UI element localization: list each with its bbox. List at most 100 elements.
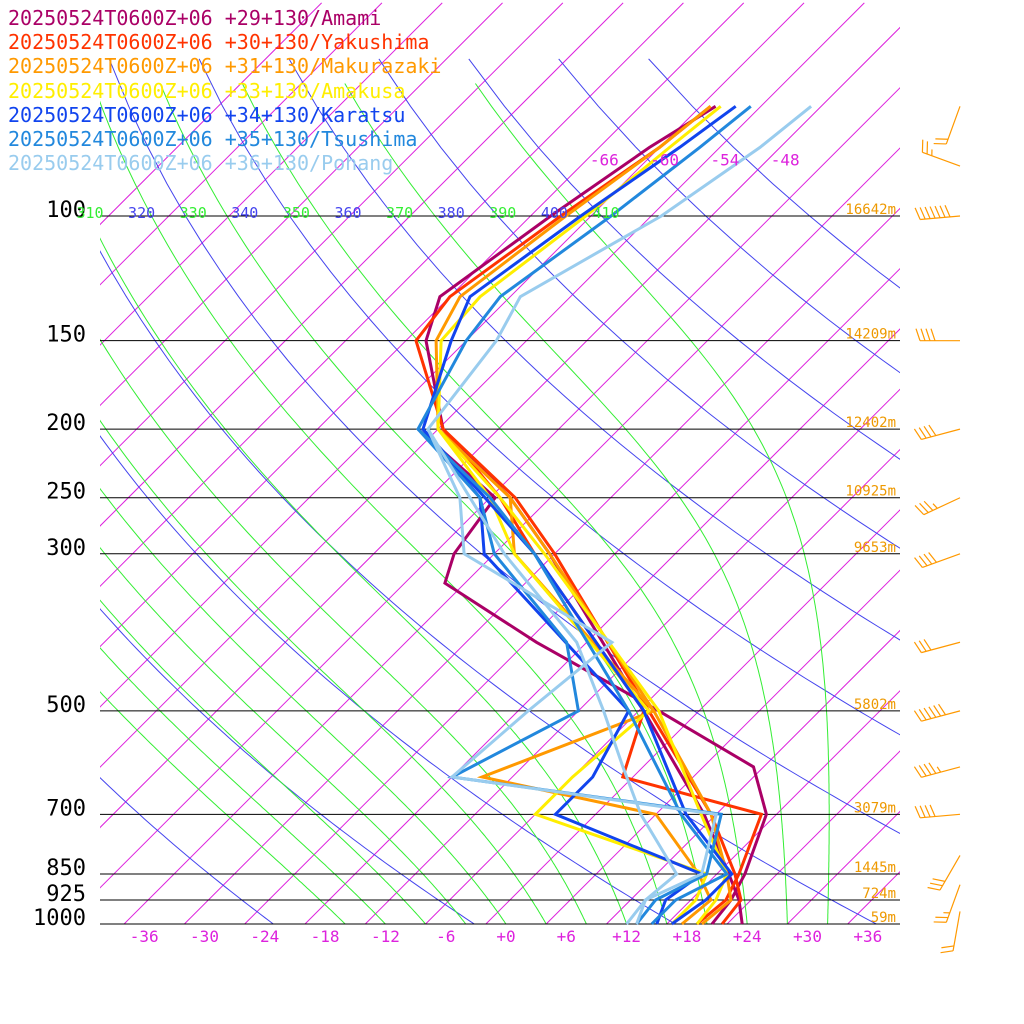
wind-barb-flag <box>918 555 928 567</box>
wind-barb-flag <box>918 427 927 439</box>
isotherm-label: -54 <box>710 150 739 169</box>
moist-adiabat-line <box>100 419 547 924</box>
wind-barb-flag <box>919 805 926 818</box>
pressure-tick-label: 500 <box>46 693 86 718</box>
moist-adiabat-line <box>344 83 788 924</box>
wind-barb-flag <box>919 207 926 220</box>
legend-entry: 20250524T0600Z+06 +33+130/Amakusa <box>8 78 406 103</box>
isotherm-label: -48 <box>771 150 800 169</box>
wind-barb-flag <box>944 205 951 218</box>
wind-barb-flag <box>941 945 955 949</box>
pressure-tick-label: 1000 <box>33 906 86 931</box>
theta-label: 370 <box>386 204 413 222</box>
wind-barb-flag <box>914 207 921 220</box>
wind-barb <box>913 762 961 778</box>
height-label: 12402m <box>845 415 896 431</box>
height-label: 10925m <box>845 484 896 500</box>
wind-barb-flag <box>919 502 929 513</box>
height-label: 16642m <box>845 202 896 218</box>
temperature-tick-label: +30 <box>793 927 822 946</box>
wind-barb-flag <box>940 950 954 954</box>
wind-barb <box>914 552 961 569</box>
wind-barb-staff <box>945 106 961 145</box>
dewpoint-line <box>437 428 713 926</box>
wind-barb <box>913 703 961 722</box>
temperature-tick-label: -6 <box>436 927 455 946</box>
moist-adiabat-line <box>100 599 426 924</box>
height-label: 1445m <box>854 860 896 876</box>
wind-barb-flag <box>929 882 943 887</box>
temperature-tick-label: -12 <box>371 927 400 946</box>
wind-barb-flag <box>929 206 936 219</box>
isotherm-line <box>123 147 900 924</box>
theta-label: 390 <box>489 204 516 222</box>
wind-barb-half <box>936 766 942 773</box>
wind-barb-flag <box>938 703 947 716</box>
dry-adiabat-line <box>100 776 275 924</box>
isotherm-line <box>666 690 900 924</box>
wind-barb <box>921 139 961 167</box>
wind-barb-staff <box>939 855 961 891</box>
dry-adiabat-line <box>378 58 900 549</box>
wind-barb-flag <box>923 639 932 651</box>
dewpoint-line <box>426 428 719 925</box>
isotherm-line <box>100 2 564 467</box>
dry-adiabat-line <box>468 58 900 460</box>
isotherm-line <box>100 2 865 768</box>
isotherm-line <box>100 2 745 648</box>
pressure-tick-label: 100 <box>46 198 86 223</box>
isotherm-label: -66 <box>590 150 619 169</box>
pressure-tick-label: 150 <box>46 323 86 348</box>
moist-adiabat-line <box>100 691 346 924</box>
theta-label: 360 <box>334 204 361 222</box>
isotherm-line <box>100 2 322 226</box>
wind-barb <box>915 328 960 342</box>
wind-barb-flag <box>918 709 927 721</box>
wind-barb-flag <box>920 328 926 341</box>
wind-barb-flag <box>923 763 932 776</box>
wind-barb-flag <box>928 706 937 718</box>
height-label: 59m <box>871 910 896 926</box>
theta-label: 340 <box>231 204 258 222</box>
wind-barb-staff <box>922 151 961 167</box>
dry-adiabat-line <box>108 58 900 834</box>
wind-barb-staff <box>923 497 961 516</box>
isotherm-line <box>100 2 443 346</box>
dewpoint-line <box>436 428 709 926</box>
isotherm-line <box>100 2 805 708</box>
wind-barb-staff <box>921 710 961 722</box>
sounding-series <box>414 105 813 926</box>
temperature-tick-label: +0 <box>496 927 515 946</box>
wind-barb-flag <box>927 886 941 891</box>
wind-barb-flag <box>913 428 922 440</box>
moist-adiabat-line <box>100 237 628 924</box>
isotherm-line <box>100 2 624 527</box>
isotherm-line <box>100 2 383 286</box>
temperature-line <box>421 105 737 926</box>
isotherm-line <box>244 267 900 924</box>
height-label: 5802m <box>854 697 896 713</box>
height-label: 3079m <box>854 800 896 816</box>
wind-barb-flag <box>932 878 946 882</box>
dry-adiabat-lines <box>100 58 900 924</box>
legend-entry: 20250524T0600Z+06 +30+130/Yakushima <box>8 30 430 55</box>
isotherm-line <box>606 629 900 924</box>
temperature-tick-label: +12 <box>612 927 641 946</box>
legend-entry: 20250524T0600Z+06 +35+130/Tsushima <box>8 126 418 151</box>
isotherm-line <box>545 569 900 924</box>
wind-barb-flag <box>928 552 937 563</box>
wind-barb-flag <box>923 707 932 719</box>
temperature-tick-label: +18 <box>672 927 701 946</box>
wind-barb-flag <box>914 805 921 819</box>
dry-adiabat-line <box>100 435 677 924</box>
pressure-tick-label: 700 <box>46 796 86 821</box>
height-label: 724m <box>862 886 896 902</box>
wind-barb-flag <box>918 765 927 777</box>
height-label: 9653m <box>854 540 896 556</box>
wind-barb-staff <box>920 813 961 819</box>
temperature-line <box>414 105 743 925</box>
wind-barb-flag <box>914 557 923 568</box>
wind-barb-flag <box>923 553 933 565</box>
pressure-tick-label: 925 <box>46 882 86 907</box>
